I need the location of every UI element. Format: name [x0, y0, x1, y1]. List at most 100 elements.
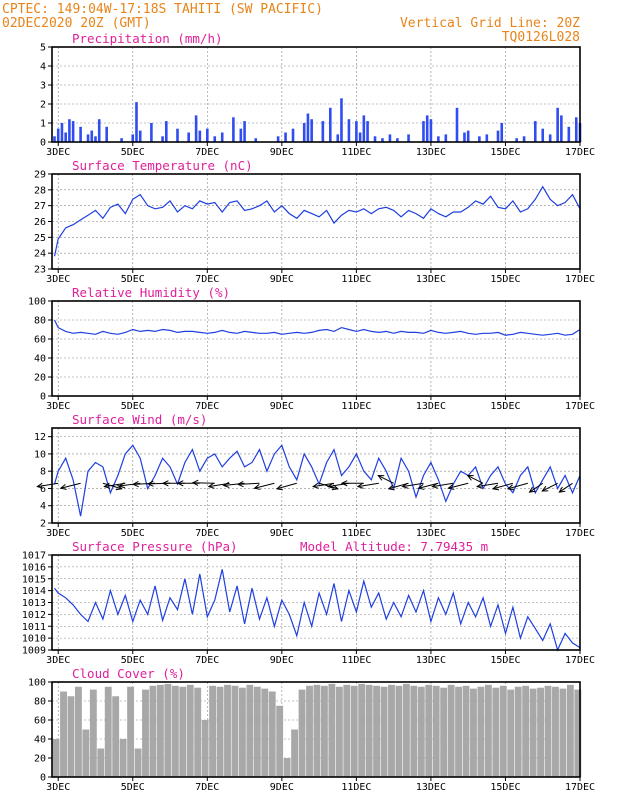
- cloud-bar: [306, 685, 313, 777]
- cloud-bar: [186, 684, 194, 777]
- wind-vector-head: [506, 484, 515, 491]
- cloud-bar: [522, 685, 530, 777]
- x-tick-label: 15DEC: [490, 782, 520, 793]
- precip-bar: [515, 138, 518, 142]
- cloud-bar: [216, 686, 224, 777]
- precip-bar: [478, 136, 481, 142]
- y-tick-label: 20: [34, 754, 46, 765]
- wind-vector: [313, 482, 335, 488]
- y-tick-label: 1011: [22, 622, 46, 633]
- wind-vector: [276, 482, 297, 490]
- cloud-bar: [440, 687, 448, 777]
- cloud-bar: [171, 685, 179, 777]
- precip-bar: [176, 128, 179, 142]
- x-tick-label: 9DEC: [270, 147, 294, 158]
- precip-bar: [161, 136, 164, 142]
- wind-vector-head: [275, 484, 283, 491]
- precip-bar: [429, 119, 433, 142]
- wind-vector: [542, 482, 558, 492]
- cloud-bar: [552, 686, 559, 777]
- precip-bar: [64, 132, 67, 142]
- x-tick-label: 7DEC: [195, 782, 219, 793]
- wind-vector-head: [377, 475, 385, 481]
- cloud-bar: [201, 720, 209, 777]
- precip-bar: [556, 107, 559, 142]
- wind-vector-head: [475, 482, 483, 489]
- x-tick-label: 17DEC: [565, 401, 595, 412]
- precip-bar: [291, 128, 295, 142]
- precip-bar: [522, 136, 526, 142]
- y-tick-label: 1010: [22, 634, 46, 645]
- precip-bar: [541, 128, 545, 142]
- panel-precipitation: 0 1 2 3 4 5 3DEC 5DEC 7DEC 9DEC 11DEC 13DEC 15DEC 17D…: [40, 31, 595, 158]
- precip-bar: [284, 132, 287, 142]
- wind-vector-head: [36, 482, 44, 489]
- cloud-bar: [52, 739, 60, 777]
- x-tick-label: 17DEC: [565, 655, 595, 666]
- precip-bar: [560, 115, 563, 142]
- y-tick-label: 28: [34, 185, 46, 196]
- y-tick-label: 100: [28, 297, 46, 308]
- wind-vector: [60, 482, 81, 489]
- wind-vector-head: [528, 486, 536, 493]
- cloud-bar: [484, 684, 492, 777]
- y-tick-label: 1014: [22, 586, 46, 597]
- precip-bar: [97, 119, 101, 142]
- x-tick-label: 13DEC: [416, 401, 446, 412]
- wind-vector: [448, 482, 469, 489]
- panel-title: Relative Humidity (%): [72, 285, 230, 300]
- wind-vector-head: [401, 482, 409, 489]
- cloud-bar: [164, 683, 172, 777]
- wind-vector-head: [236, 481, 244, 488]
- cloud-bar: [119, 739, 127, 777]
- cloud-bar: [291, 729, 299, 777]
- precip-bar: [198, 130, 202, 142]
- panel-humidity: 0 20 40 60 80 100 3DEC 5DEC 7DEC 9DEC 11DEC 13DEC 15…: [28, 285, 595, 412]
- cloud-bar: [246, 684, 254, 777]
- y-tick-label: 100: [28, 678, 46, 689]
- cloud-bar: [388, 684, 395, 777]
- header-location: CPTEC: 149:04W-17:18S TAHITI (SW PACIFIC…: [2, 2, 323, 17]
- y-tick-label: 25: [34, 233, 46, 244]
- wind-line: [53, 444, 581, 517]
- wind-vector-head: [131, 481, 139, 488]
- wind-vector-head: [356, 482, 364, 489]
- precip-bar: [381, 138, 384, 142]
- wind-vector: [378, 475, 394, 484]
- precip-bar: [90, 130, 94, 142]
- x-tick-label: 11DEC: [341, 528, 371, 539]
- cloud-bar: [574, 689, 582, 777]
- cloud-bar: [514, 686, 522, 777]
- wind-vector-head: [311, 482, 320, 489]
- precip-bar: [165, 121, 168, 142]
- cloud-bar: [566, 684, 574, 777]
- y-tick-label: 2: [40, 519, 46, 530]
- y-tick-label: 1017: [22, 551, 46, 562]
- precip-bar: [574, 117, 578, 142]
- y-tick-label: 8: [40, 467, 46, 478]
- precip-bar: [120, 138, 123, 142]
- y-tick-label: 1012: [22, 610, 46, 621]
- x-tick-label: 11DEC: [341, 655, 371, 666]
- cloud-bar: [127, 686, 135, 777]
- cloud-bar: [238, 687, 246, 777]
- x-tick-label: 7DEC: [195, 655, 219, 666]
- y-tick-label: 4: [40, 62, 46, 73]
- precip-bar: [68, 119, 71, 142]
- precip-bar: [533, 121, 537, 142]
- precip-bar: [254, 138, 258, 142]
- x-tick-label: 11DEC: [341, 274, 371, 285]
- wind-vector-head: [558, 486, 566, 493]
- cloud-bar: [544, 685, 552, 777]
- panel-title: Surface Temperature (nC): [72, 158, 253, 173]
- cloud-bar: [261, 688, 269, 777]
- y-tick-label: 5: [40, 43, 46, 54]
- cloud-bar: [432, 685, 440, 777]
- y-tick-label: 1: [40, 119, 46, 130]
- panel-frame: [51, 300, 581, 397]
- panel-temperature: 23 24 25 26 27 28 29 3DEC 5DEC 7DEC 9DEC 11DEC 13DEC…: [34, 158, 595, 285]
- wind-vector-head: [103, 482, 111, 489]
- x-tick-label: 13DEC: [416, 655, 446, 666]
- cloud-bar: [320, 685, 328, 777]
